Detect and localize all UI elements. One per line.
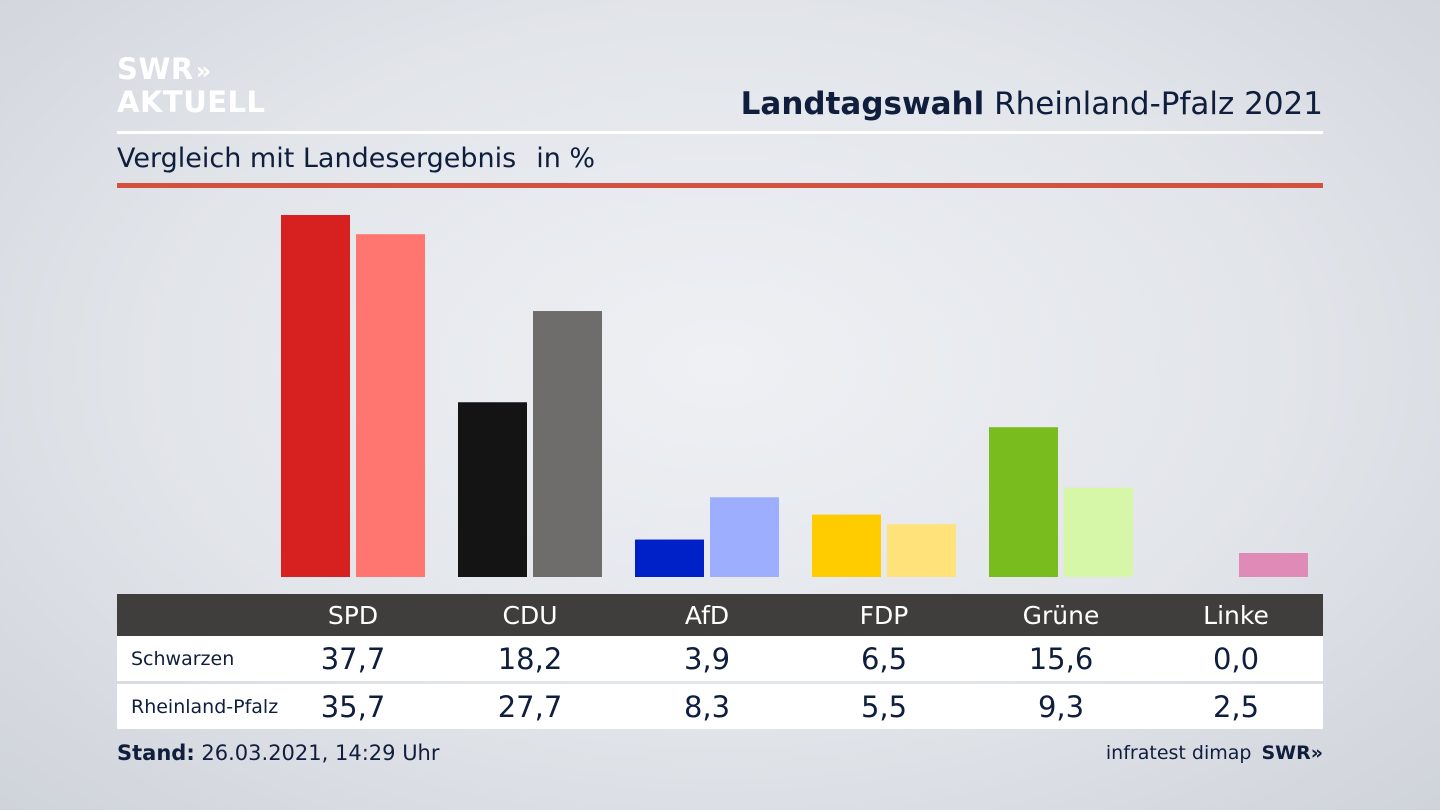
title-bold: Landtagswahl	[740, 86, 985, 122]
source-credit: infratest dimap SWR»	[1106, 742, 1323, 764]
row-label: Rheinland-Pfalz	[131, 695, 279, 718]
results-table: SPD CDU AfD FDP Grüne Linke Schwarzen 37,7 18,…	[117, 594, 1323, 729]
value-label-spd-schwarzen: 37,7	[320, 641, 386, 676]
column-header-fdp: FDP	[859, 600, 909, 630]
value-label-cdu-rheinland-pfalz: 27,7	[497, 689, 563, 724]
subtitle-text: Vergleich mit Landesergebnis	[117, 143, 517, 174]
logo-line2: AKTUELL	[117, 85, 266, 119]
bar-gruene-schwarzen	[989, 427, 1058, 577]
title-rest: Rheinland-Pfalz 2021	[994, 86, 1323, 122]
stand-value: 26.03.2021, 14:29 Uhr	[201, 741, 440, 765]
column-header-cdu: CDU	[502, 600, 558, 630]
bar-cdu-rheinland-pfalz	[533, 311, 602, 577]
logo-line1: SWR	[117, 52, 194, 86]
value-label-fdp-schwarzen: 6,5	[860, 641, 908, 676]
table-row-schwarzen: Schwarzen 37,7 18,2 3,9 6,5 15,6 0,0	[117, 636, 1323, 681]
accent-divider	[117, 183, 1323, 188]
bar-linke-rheinland-pfalz	[1239, 552, 1308, 577]
bar-fdp-schwarzen	[812, 514, 881, 577]
brand-logo: SWR»	[1261, 742, 1323, 764]
value-label-afd-rheinland-pfalz: 8,3	[683, 689, 731, 724]
value-label-afd-schwarzen: 3,9	[683, 641, 731, 676]
timestamp: Stand: 26.03.2021, 14:29 Uhr	[117, 741, 440, 765]
bar-spd-schwarzen	[281, 215, 350, 577]
logo-chevrons: »	[195, 57, 212, 85]
table-row-rheinland-pfalz: Rheinland-Pfalz 35,7 27,7 8,3 5,5 9,3 2,5	[117, 684, 1323, 729]
bar-cdu-schwarzen	[458, 402, 527, 577]
stand-label: Stand:	[117, 741, 195, 765]
column-header-gruene: Grüne	[1022, 600, 1100, 630]
bar-afd-rheinland-pfalz	[710, 497, 779, 577]
bar-afd-schwarzen	[635, 539, 704, 577]
value-label-spd-rheinland-pfalz: 35,7	[320, 689, 386, 724]
value-label-fdp-rheinland-pfalz: 5,5	[860, 689, 908, 724]
column-header-spd: SPD	[327, 600, 379, 630]
row-label: Schwarzen	[131, 647, 235, 670]
source-label: infratest dimap	[1105, 742, 1252, 764]
page-title: Landtagswahl Rheinland-Pfalz 2021	[741, 86, 1323, 122]
value-label-gruene-rheinland-pfalz: 9,3	[1037, 689, 1085, 724]
value-label-linke-schwarzen: 0,0	[1212, 641, 1260, 676]
bar-spd-rheinland-pfalz	[356, 234, 425, 578]
value-label-linke-rheinland-pfalz: 2,5	[1212, 689, 1260, 724]
column-header-afd: AfD	[684, 600, 730, 630]
column-header-linke: Linke	[1203, 600, 1269, 630]
chart-subtitle: Vergleich mit Landesergebnis in %	[117, 143, 595, 174]
unit-label: in %	[536, 143, 596, 174]
bar-fdp-rheinland-pfalz	[887, 524, 956, 577]
swr-aktuell-logo: SWR» AKTUELL	[117, 54, 266, 118]
value-label-cdu-schwarzen: 18,2	[497, 641, 563, 676]
value-label-gruene-schwarzen: 15,6	[1028, 641, 1094, 676]
table-header-row: SPD CDU AfD FDP Grüne Linke	[117, 594, 1323, 636]
bar-gruene-rheinland-pfalz	[1064, 487, 1133, 577]
header-divider	[117, 131, 1323, 134]
